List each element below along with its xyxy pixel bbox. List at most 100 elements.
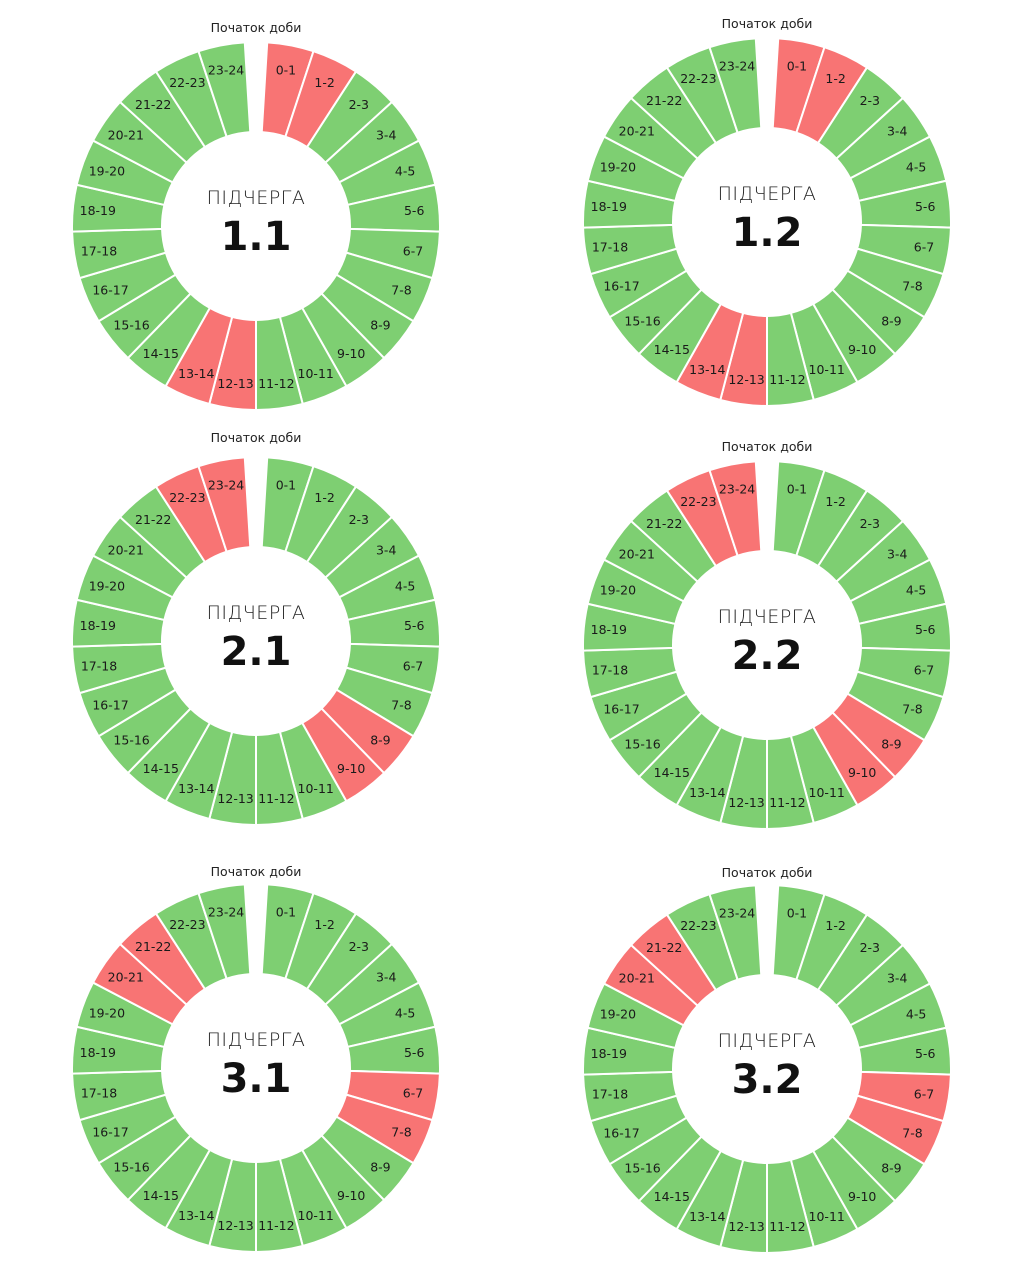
donut-chart-1.1: Початок доби 0-1 1-2 2-3 3-4 4-5 5-6 6-7 7-8 8-9 9… <box>71 20 441 412</box>
hour-label: 4-5 <box>395 578 415 593</box>
hour-label: 21-22 <box>646 940 682 955</box>
hour-label: 5-6 <box>404 1045 424 1060</box>
hour-label: 20-21 <box>619 123 655 138</box>
hour-label: 12-13 <box>728 1219 764 1234</box>
hour-label: 9-10 <box>848 1189 876 1204</box>
hour-label: 14-15 <box>143 346 179 361</box>
hour-label: 19-20 <box>89 1005 125 1020</box>
hour-label: 6-7 <box>403 659 423 674</box>
hour-label: 12-13 <box>217 791 253 806</box>
hour-segment-23-24-power-on <box>708 37 763 134</box>
hour-label: 15-16 <box>113 733 149 748</box>
hour-label: 17-18 <box>592 663 628 678</box>
center-number: 1.1 <box>221 214 292 260</box>
hour-label: 19-20 <box>89 578 125 593</box>
hour-label: 1-2 <box>825 71 845 86</box>
hour-label: 17-18 <box>592 240 628 255</box>
hour-label: 14-15 <box>654 1189 690 1204</box>
hour-label: 10-11 <box>809 1209 845 1224</box>
hour-label: 6-7 <box>403 1086 423 1101</box>
hour-label: 13-14 <box>178 1208 214 1223</box>
hour-label: 23-24 <box>208 477 244 492</box>
hour-label: 18-19 <box>591 1046 627 1061</box>
center-title: ПІДЧЕРГА <box>718 1030 817 1052</box>
hour-label: 0-1 <box>276 62 296 77</box>
hour-label: 10-11 <box>298 366 334 381</box>
hour-label: 5-6 <box>915 622 935 637</box>
hour-label: 13-14 <box>178 366 214 381</box>
hour-segment-23-24-power-on <box>197 41 252 138</box>
hour-label: 13-14 <box>178 781 214 796</box>
hour-label: 5-6 <box>404 618 424 633</box>
hour-label: 15-16 <box>113 318 149 333</box>
donut-chart-3.2: Початок доби 0-1 1-2 2-3 3-4 4-5 5-6 6-7 7-8 8-9 9… <box>582 865 952 1255</box>
hour-label: 12-13 <box>728 795 764 810</box>
hour-label: 6-7 <box>914 240 934 255</box>
hour-label: 10-11 <box>298 781 334 796</box>
hour-segment-23-24-outage <box>708 460 763 557</box>
hour-label: 16-17 <box>92 698 128 713</box>
hour-label: 0-1 <box>787 481 807 496</box>
hour-label: 9-10 <box>848 765 876 780</box>
donut-chart-1.2: Початок доби 0-1 1-2 2-3 3-4 4-5 5-6 6-7 7-8 8-9 9… <box>582 16 952 408</box>
donut-chart-2.2: Початок доби 0-1 1-2 2-3 3-4 4-5 5-6 6-7 7-8 8-9 9… <box>582 439 952 831</box>
hour-label: 23-24 <box>208 62 244 77</box>
hour-label: 20-21 <box>108 969 144 984</box>
hour-label: 19-20 <box>600 159 636 174</box>
hour-label: 0-1 <box>276 904 296 919</box>
chart-caption: Початок доби <box>722 439 813 454</box>
center-number: 2.2 <box>732 633 803 679</box>
hour-label: 7-8 <box>902 1126 922 1141</box>
chart-caption: Початок доби <box>211 430 302 445</box>
hour-label: 12-13 <box>217 376 253 391</box>
hour-label: 22-23 <box>680 494 716 509</box>
hour-label: 22-23 <box>169 490 205 505</box>
hour-label: 1-2 <box>314 917 334 932</box>
hour-label: 10-11 <box>809 785 845 800</box>
hour-label: 20-21 <box>108 127 144 142</box>
donut-chart-2.1: Початок доби 0-1 1-2 2-3 3-4 4-5 5-6 6-7 7-8 8-9 9… <box>71 430 441 827</box>
hour-label: 8-9 <box>370 1160 390 1175</box>
hour-label: 3-4 <box>887 970 907 985</box>
hour-label: 9-10 <box>337 761 365 776</box>
hour-label: 12-13 <box>217 1218 253 1233</box>
hour-segment-23-24-power-on <box>708 884 763 981</box>
hour-label: 10-11 <box>298 1208 334 1223</box>
hour-label: 22-23 <box>680 71 716 86</box>
hour-label: 2-3 <box>349 97 369 112</box>
hour-label: 21-22 <box>135 97 171 112</box>
hour-label: 2-3 <box>349 512 369 527</box>
hour-label: 18-19 <box>80 618 116 633</box>
center-title: ПІДЧЕРГА <box>718 183 817 205</box>
hour-label: 19-20 <box>600 582 636 597</box>
hour-label: 18-19 <box>80 1045 116 1060</box>
hour-label: 22-23 <box>169 75 205 90</box>
hour-label: 4-5 <box>395 1005 415 1020</box>
center-title: ПІДЧЕРГА <box>207 1029 306 1051</box>
hour-label: 15-16 <box>624 314 660 329</box>
hour-label: 17-18 <box>592 1087 628 1102</box>
hour-label: 7-8 <box>902 702 922 717</box>
hour-label: 13-14 <box>689 1209 725 1224</box>
hour-label: 4-5 <box>906 1006 926 1021</box>
hour-label: 5-6 <box>915 199 935 214</box>
hour-label: 4-5 <box>395 163 415 178</box>
hour-label: 23-24 <box>719 905 755 920</box>
hour-label: 8-9 <box>881 1161 901 1176</box>
hour-label: 23-24 <box>208 904 244 919</box>
hour-label: 6-7 <box>403 244 423 259</box>
center-number: 1.2 <box>732 210 803 256</box>
hour-label: 9-10 <box>337 346 365 361</box>
center-title: ПІДЧЕРГА <box>207 187 306 209</box>
hour-label: 11-12 <box>258 376 294 391</box>
hour-label: 20-21 <box>619 546 655 561</box>
hour-label: 0-1 <box>276 477 296 492</box>
hour-label: 6-7 <box>914 663 934 678</box>
hour-label: 18-19 <box>591 622 627 637</box>
center-number: 3.1 <box>221 1056 292 1102</box>
hour-label: 2-3 <box>860 93 880 108</box>
hour-label: 8-9 <box>370 318 390 333</box>
hour-label: 7-8 <box>391 1125 411 1140</box>
hour-label: 9-10 <box>337 1188 365 1203</box>
hour-label: 8-9 <box>881 314 901 329</box>
